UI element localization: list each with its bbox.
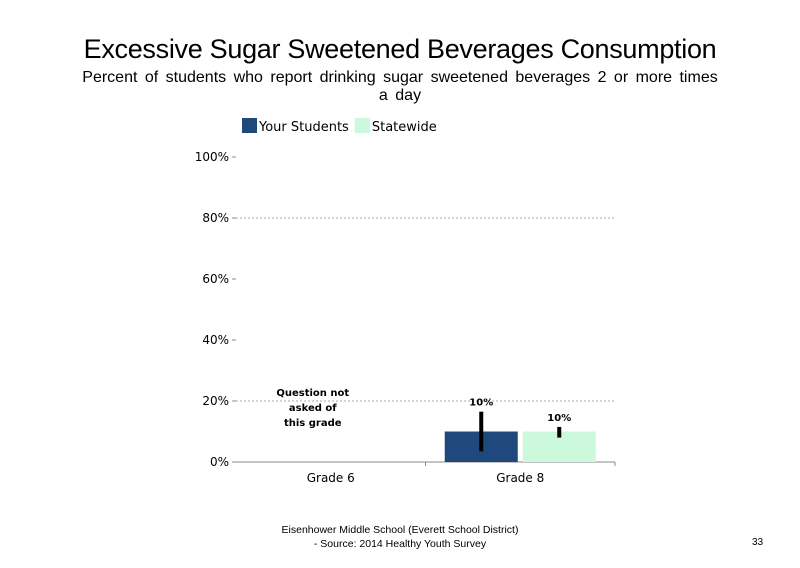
data-label: 10% bbox=[469, 398, 493, 409]
annotation-line: asked of bbox=[289, 403, 337, 414]
legend-label: Your Students bbox=[258, 120, 349, 135]
annotation-line: this grade bbox=[284, 418, 342, 429]
annotation-line: Question not bbox=[276, 388, 349, 399]
y-tick-label: 40% bbox=[202, 333, 229, 347]
x-tick-label: Grade 8 bbox=[496, 471, 544, 485]
chart-subtitle: Percent of students who report drinking … bbox=[82, 69, 718, 104]
data-label: 10% bbox=[547, 413, 571, 424]
chart-title: Excessive Sugar Sweetened Beverages Cons… bbox=[83, 34, 717, 64]
x-tick-label: Grade 6 bbox=[307, 471, 355, 485]
footer-school: Eisenhower Middle School (Everett School… bbox=[281, 524, 519, 536]
y-tick-label: 60% bbox=[202, 272, 229, 286]
y-tick-label: 80% bbox=[202, 211, 229, 225]
y-tick-label: 0% bbox=[210, 455, 229, 469]
y-tick-label: 100% bbox=[195, 150, 229, 164]
legend-label: Statewide bbox=[372, 120, 437, 135]
legend-swatch bbox=[242, 118, 257, 133]
footer-source: - Source: 2014 Healthy Youth Survey bbox=[313, 538, 487, 550]
y-tick-label: 20% bbox=[202, 394, 229, 408]
legend-swatch bbox=[354, 118, 370, 133]
page-number: 33 bbox=[752, 537, 764, 548]
